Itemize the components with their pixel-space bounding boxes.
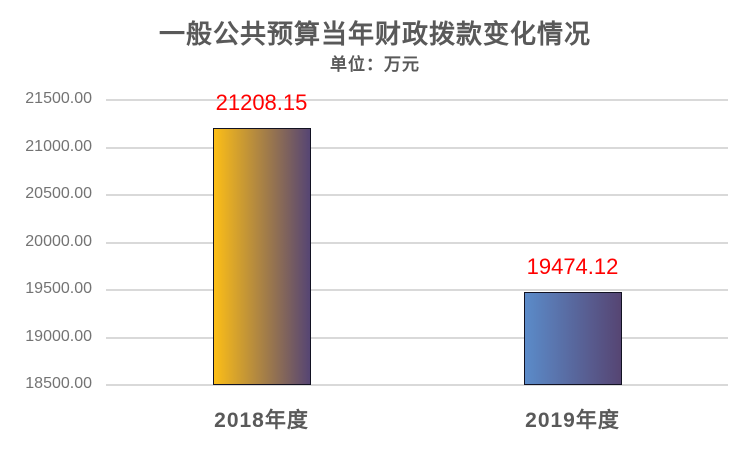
bar-data-label: 21208.15 [215,89,308,115]
gridline [106,336,728,339]
x-axis-category-label: 2019年度 [525,409,620,432]
bar [212,127,311,385]
plot-area: 21208.15 19474.12 [106,90,728,386]
chart-title: 一般公共预算当年财政拨款变化情况 [158,19,591,49]
x-axis-category-label: 2018年度 [214,409,309,432]
y-axis-tick-label: 18500.00 [25,375,92,392]
y-axis-tick-label: 20500.00 [25,185,92,202]
y-axis-tick-label: 21500.00 [25,90,92,107]
y-axis-tick-label: 20000.00 [25,232,92,250]
chart-subtitle: 单位：万元 [330,55,420,74]
gridline [106,194,728,196]
gridline [106,241,728,244]
y-axis-tick-label: 19500.00 [25,280,92,297]
gridline [106,289,728,291]
bar-data-label: 19474.12 [526,254,619,280]
gridline [106,99,728,101]
y-axis-tick-label: 21000.00 [25,137,92,155]
gridline [106,384,728,386]
y-axis-tick-label: 19000.00 [25,327,92,345]
bar [523,292,622,385]
gridline [106,146,728,149]
